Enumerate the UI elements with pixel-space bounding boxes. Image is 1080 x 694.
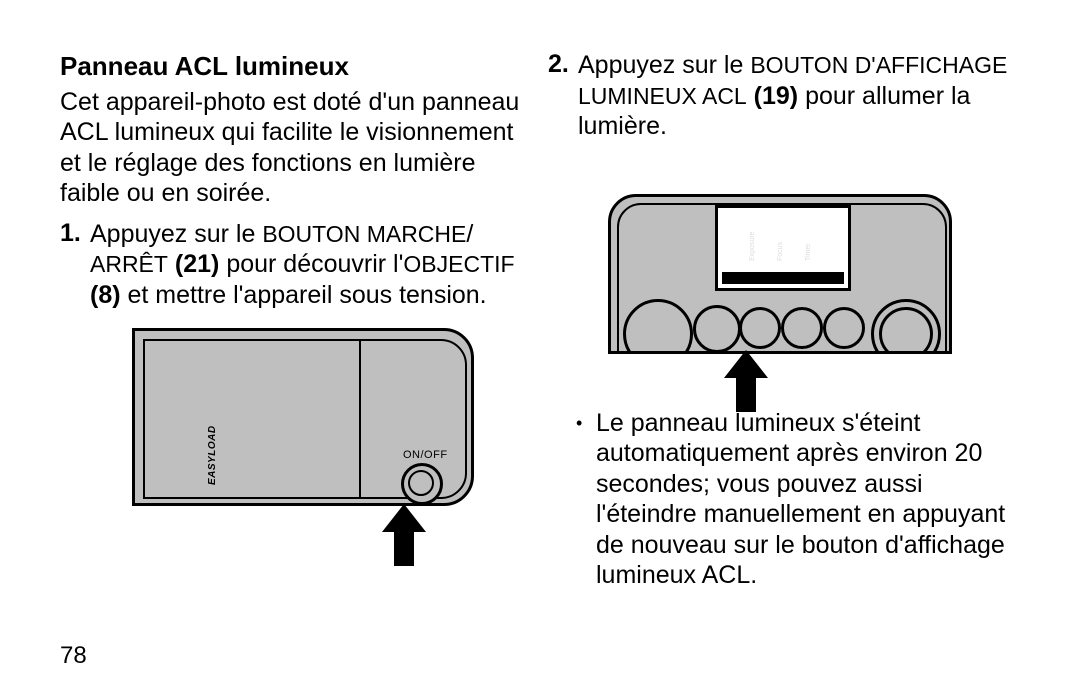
arrow-stem xyxy=(736,378,756,412)
arrow-icon xyxy=(394,504,414,566)
power-button xyxy=(408,470,434,496)
step-1-number: 1. xyxy=(60,219,90,311)
arrow-icon xyxy=(736,350,756,412)
screen-labels: Exposure Focus Timer xyxy=(749,261,805,268)
arrow-head xyxy=(382,504,426,532)
figure-2: Exposure Focus Timer xyxy=(608,158,948,394)
arrow-stem xyxy=(394,532,414,566)
panel-divider xyxy=(359,341,361,497)
camera-back-outline: EASYLOAD ON/OFF xyxy=(132,328,474,506)
intro-paragraph: Cet appareil-photo est doté d'un panneau… xyxy=(60,87,520,209)
t: OBJECTIF xyxy=(403,251,514,277)
step-1: 1. Appuyez sur le BOUTON MARCHE/ ARRÊT (… xyxy=(60,219,520,311)
camera-top-inner: Exposure Focus Timer xyxy=(617,203,947,353)
onoff-label: ON/OFF xyxy=(403,449,448,461)
dial-3 xyxy=(739,307,781,349)
dial-2 xyxy=(693,305,741,353)
arrow-head xyxy=(724,350,768,378)
camera-back-inner: EASYLOAD ON/OFF xyxy=(143,339,467,499)
t: Appuyez sur le xyxy=(578,51,750,79)
t: BOUTON MARCHE xyxy=(262,221,466,247)
easyload-label: EASYLOAD xyxy=(207,425,218,485)
dial-4 xyxy=(781,307,823,349)
left-column: Panneau ACL lumineux Cet appareil-photo … xyxy=(60,50,520,591)
section-heading: Panneau ACL lumineux xyxy=(60,50,520,83)
step-2-number: 2. xyxy=(548,50,578,142)
bullet-dot: • xyxy=(576,408,596,591)
t: pour découvrir l' xyxy=(226,250,403,278)
t: (8) xyxy=(90,281,128,309)
step-2-text: Appuyez sur le BOUTON D'AFFICHAGE LUMINE… xyxy=(578,50,1008,142)
step-1-text: Appuyez sur le BOUTON MARCHE/ ARRÊT (21)… xyxy=(90,219,520,311)
figure-1: EASYLOAD ON/OFF xyxy=(130,326,470,558)
note-bullet: • Le panneau lumineux s'éteint automatiq… xyxy=(576,408,1008,591)
camera-top-outline: Exposure Focus Timer xyxy=(608,194,952,354)
page: Panneau ACL lumineux Cet appareil-photo … xyxy=(60,0,1040,591)
step-2: 2. Appuyez sur le BOUTON D'AFFICHAGE LUM… xyxy=(548,50,1008,142)
dial-left xyxy=(623,299,693,354)
t: ARRÊT xyxy=(90,251,168,277)
dial-5 xyxy=(823,307,865,349)
t: (19) xyxy=(747,82,805,110)
note-text: Le panneau lumineux s'éteint automatique… xyxy=(596,408,1008,591)
t: et mettre l'appareil sous tension. xyxy=(128,281,487,309)
t: (21) xyxy=(168,250,226,278)
t: / xyxy=(466,220,473,248)
page-number: 78 xyxy=(60,642,87,670)
lcd-bar xyxy=(722,272,844,284)
light-ray xyxy=(770,164,774,194)
right-column: 2. Appuyez sur le BOUTON D'AFFICHAGE LUM… xyxy=(548,50,1008,591)
t: Appuyez sur le xyxy=(90,220,262,248)
